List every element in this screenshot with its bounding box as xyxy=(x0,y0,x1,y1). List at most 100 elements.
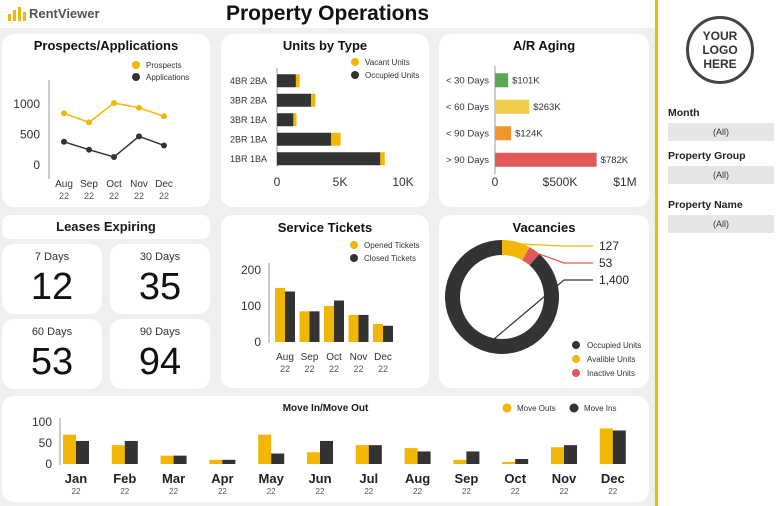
data-point xyxy=(61,138,67,145)
legend-marker xyxy=(351,71,359,79)
x-tick-label: Nov xyxy=(350,352,368,363)
legend-marker xyxy=(569,403,579,413)
x-tick-label: Sep xyxy=(80,179,98,190)
data-label: 53 xyxy=(599,256,613,270)
bar xyxy=(173,455,187,464)
x-tick-label: Nov xyxy=(552,471,577,486)
bar xyxy=(309,311,320,342)
bar xyxy=(358,314,369,342)
bar xyxy=(76,440,89,464)
category-label: 3BR 2BA xyxy=(230,95,267,105)
brand[interactable]: RentViewer xyxy=(8,6,100,21)
bar xyxy=(307,452,320,464)
x-tick-label: Jul xyxy=(359,471,378,486)
bar xyxy=(383,325,393,342)
legend-label: Avalible Units xyxy=(587,355,635,364)
legend-marker xyxy=(502,403,512,413)
bar xyxy=(515,458,529,464)
y-tick-label: 0 xyxy=(254,335,261,349)
data-point xyxy=(86,119,92,126)
category-label: < 60 Days xyxy=(446,102,489,113)
prospects-title: Prospects/Applications xyxy=(33,38,179,53)
series-line-applications xyxy=(63,135,165,158)
x-tick-label: Oct xyxy=(504,471,526,486)
kpi-value: 94 xyxy=(138,341,182,383)
legend-label: Move Ins xyxy=(584,404,616,413)
x-tick-label: 0 xyxy=(492,175,499,189)
category-label: < 30 Days xyxy=(446,75,489,86)
bar xyxy=(258,434,272,464)
bar-segment xyxy=(277,74,296,88)
donut-slice-inactive-units xyxy=(522,247,540,266)
category-label: 1BR 1BA xyxy=(230,154,267,164)
bar-segment xyxy=(331,132,341,146)
bar xyxy=(502,461,516,464)
x-tick-label: Oct xyxy=(326,352,342,363)
property-group-filter-label: Property Group xyxy=(668,150,746,162)
header-bar: RentViewer Property Operations xyxy=(0,0,655,28)
bar-segment xyxy=(277,113,294,127)
legend-marker xyxy=(132,73,140,81)
category-label: 3BR 1BA xyxy=(230,115,267,125)
x-tick-label: Apr xyxy=(211,471,233,486)
property-name-filter-select[interactable]: (All) xyxy=(668,215,774,233)
units-title: Units by Type xyxy=(282,38,368,53)
bar xyxy=(63,434,76,464)
x-tick-label: Aug xyxy=(276,352,294,363)
month-filter-select[interactable]: (All) xyxy=(668,123,774,141)
bar xyxy=(209,459,223,464)
x-tick-label: May xyxy=(259,471,285,486)
bar xyxy=(404,448,418,464)
vacancies-title: Vacancies xyxy=(512,220,576,235)
units-chart: 4BR 2BA 3BR 2BA 3BR 1BA 2BR 1BA 1BR 1BA 0 5K 10… xyxy=(230,58,419,189)
x-tick-year: 22 xyxy=(413,487,422,496)
bar-segment xyxy=(380,152,385,166)
data-label: $782K xyxy=(601,155,629,166)
bar-chart-icon xyxy=(8,6,26,21)
bar xyxy=(495,73,509,88)
bar-segment xyxy=(277,152,381,166)
leases-title: Leases Expiring xyxy=(2,215,210,239)
bar-segment xyxy=(293,113,297,127)
x-tick-year: 22 xyxy=(280,364,290,374)
bar xyxy=(466,451,480,464)
x-tick-label: $500K xyxy=(543,175,578,189)
data-point xyxy=(136,104,142,111)
y-tick-label: 0 xyxy=(33,158,40,172)
x-tick-year: 22 xyxy=(59,191,69,201)
x-tick-year: 22 xyxy=(316,487,325,496)
ar-card: A/R Aging < 30 Days $101K < 60 Days $263K < … xyxy=(439,34,649,207)
bar xyxy=(368,445,382,464)
x-tick-label: Jun xyxy=(308,471,331,486)
tickets-title: Service Tickets xyxy=(277,220,373,235)
data-label: 1,400 xyxy=(599,273,629,287)
donut-slice-occupied-units xyxy=(445,240,559,354)
kpi-label: 30 Days xyxy=(139,251,181,263)
callout-line xyxy=(482,279,593,349)
x-tick-label: 5K xyxy=(333,175,348,189)
legend-marker xyxy=(572,369,580,377)
x-tick-label: 0 xyxy=(274,175,281,189)
x-tick-label: Sep xyxy=(301,352,319,363)
bar xyxy=(124,440,138,464)
ar-title: A/R Aging xyxy=(512,38,576,53)
legend-marker xyxy=(350,241,358,249)
x-tick-year: 22 xyxy=(134,191,144,201)
units-card: Units by Type 4BR 2BA 3BR 2BA 3BR 1BA 2BR 1… xyxy=(221,34,429,207)
moves-card: Move In/Move Out 0 50 100 Jan 22 Feb 22 Mar 22 Ap… xyxy=(2,396,649,502)
x-tick-label: Jan xyxy=(65,471,87,486)
x-tick-year: 22 xyxy=(109,191,119,201)
bar xyxy=(417,451,431,464)
x-tick-year: 22 xyxy=(329,364,339,374)
bar xyxy=(495,99,530,114)
bar xyxy=(324,305,334,342)
x-tick-year: 22 xyxy=(353,364,363,374)
x-tick-year: 22 xyxy=(169,487,178,496)
x-tick-year: 22 xyxy=(84,191,94,201)
ar-chart: < 30 Days $101K < 60 Days $263K < 90 Days $12… xyxy=(446,66,637,189)
bar xyxy=(222,459,236,464)
property-group-filter-select[interactable]: (All) xyxy=(668,166,774,184)
x-tick-label: Aug xyxy=(405,471,430,486)
lease-kpi-30: 30 Days 35 xyxy=(110,244,210,314)
